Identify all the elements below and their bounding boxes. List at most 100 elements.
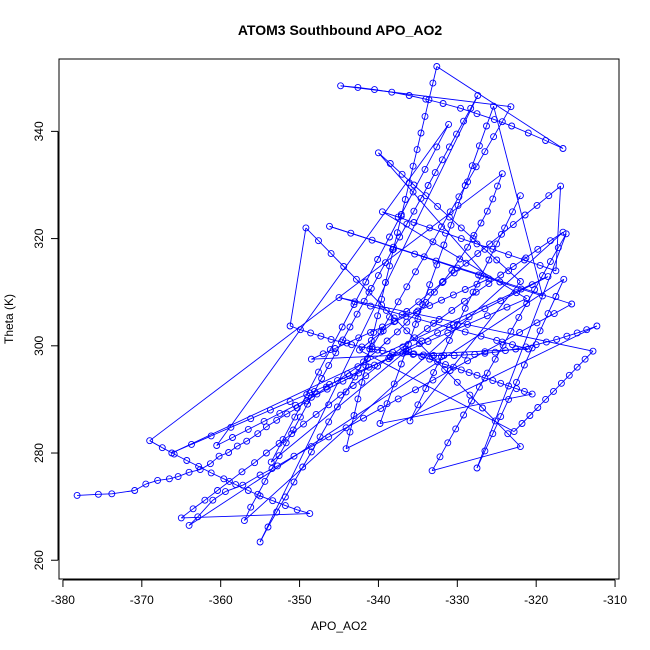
data-point [430,369,438,377]
series-line-segment [553,382,562,392]
data-point [433,143,441,151]
data-point [430,352,438,359]
data-point [188,440,195,448]
series-line-segment [188,278,565,526]
data-point [521,211,529,219]
data-point [289,426,297,434]
series-line-segment [386,331,398,342]
data-point [542,338,550,346]
series-line-segment [397,321,408,333]
data-point [378,208,386,216]
data-point [378,323,386,331]
series-line-segment [278,442,287,456]
series-line-segment [472,238,486,250]
series-line-segment [474,352,485,355]
data-point [174,473,182,481]
data-point [367,302,374,310]
data-point [108,490,116,498]
data-point [444,439,452,447]
data-point [374,272,382,280]
series-line-segment [456,120,464,135]
data-point [319,350,327,358]
data-point [446,208,454,216]
data-point [422,192,430,200]
data-point [251,459,259,467]
series-line-segment [406,301,419,312]
data-point [412,309,420,317]
data-point [354,395,362,403]
series-line-segment [329,375,350,385]
series-line-segment [464,165,473,186]
series-line-segment [439,442,449,458]
data-point [481,148,489,156]
data-point [403,327,411,335]
data-point [544,273,552,281]
data-point [401,196,409,203]
series-line-segment [191,435,212,445]
data-point [374,362,382,370]
series-line-segment [77,493,99,496]
data-point [398,170,406,178]
series-line-segment [315,404,329,415]
data-point [497,413,505,421]
series-line-segment [378,152,391,164]
data-point [505,251,513,259]
data-point [367,328,374,336]
series-line-segment [429,227,446,234]
data-point [573,329,581,337]
data-point [545,192,553,200]
data-point [533,201,541,209]
series-line-segment [393,246,415,255]
data-point [378,301,386,309]
data-point [326,222,333,230]
data-point [593,322,601,330]
data-point [433,63,441,70]
data-point [536,327,544,335]
data-point [473,240,481,248]
data-point [290,452,298,460]
series-line-segment [356,301,365,315]
data-point [526,412,534,419]
series-line-segment [537,399,546,408]
series-line-segment [289,392,310,403]
data-point [360,414,367,422]
series-line-segment [486,198,494,212]
data-point [452,425,460,433]
data-point [583,326,591,334]
data-point [424,338,432,345]
data-point [307,443,315,451]
series-line-segment [377,340,388,351]
data-point [490,102,498,110]
data-point [288,430,296,438]
series-line-segment [508,385,517,390]
series-line-segment [453,289,466,296]
data-point [368,343,376,351]
series-line-segment [476,233,567,469]
series-line-segment [586,325,598,331]
series-line-segment [447,323,468,334]
data-point [405,92,413,99]
series-line-segment [468,372,478,376]
data-point [429,238,437,246]
data-point [232,481,240,489]
data-point [256,471,264,479]
series-line-segment [434,159,443,173]
series-line-segment [429,264,438,285]
series-line-segment [134,483,147,491]
data-point [509,263,517,270]
data-point [497,379,505,387]
data-point [360,297,368,305]
series-line-segment [181,508,194,519]
data-point [410,207,418,215]
data-point [332,349,340,357]
series-line-segment [408,341,429,351]
data-point [523,300,531,307]
series-line-segment [555,186,562,271]
data-point [368,345,376,353]
series-line-segment [484,351,496,354]
series-line-segment [459,246,468,260]
series-line-segment [513,257,527,267]
y-axis-label: Theta (K) [2,294,16,344]
series-line-segment [377,236,390,260]
data-point [342,445,350,453]
